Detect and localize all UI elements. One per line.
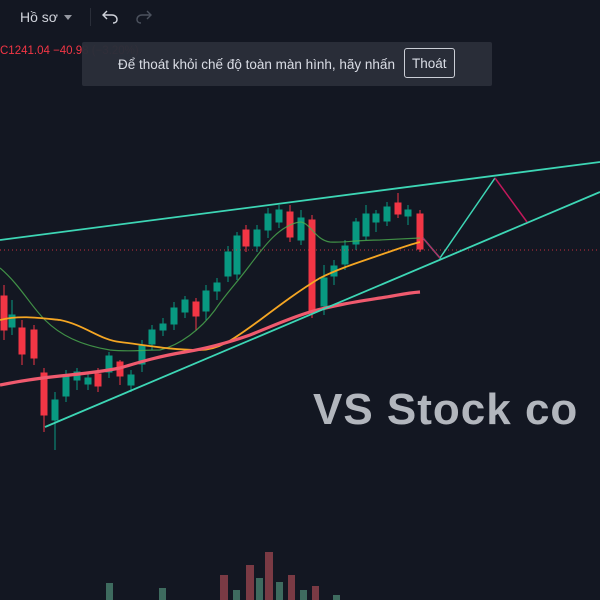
profile-dropdown[interactable]: Hồ sơ: [20, 0, 72, 34]
undo-button[interactable]: [98, 6, 122, 28]
redo-icon: [136, 10, 152, 24]
profile-label: Hồ sơ: [20, 9, 58, 25]
upper-trendline: [0, 161, 600, 241]
chevron-down-icon: [63, 14, 72, 20]
ma-short-line: [0, 221, 421, 352]
volume-bars: [106, 552, 340, 600]
projection-segment: [422, 237, 441, 259]
top-toolbar: Hồ sơ: [0, 0, 600, 34]
fullscreen-notice-message: Để thoát khỏi chế độ toàn màn hình, hãy …: [118, 56, 395, 72]
ma-slow-line: [0, 290, 421, 387]
exit-fullscreen-button[interactable]: Thoát: [404, 48, 455, 78]
candles: [0, 193, 424, 450]
watermark-text: VS Stock co: [313, 385, 579, 434]
projection-path-up: [422, 177, 496, 260]
fullscreen-notice: Để thoát khỏi chế độ toàn màn hình, hãy …: [82, 42, 492, 86]
toolbar-divider: [90, 8, 91, 26]
projection-path-down: [494, 177, 528, 223]
redo-button[interactable]: [132, 6, 156, 28]
undo-icon: [102, 10, 118, 24]
lower-trendline: [44, 191, 600, 428]
